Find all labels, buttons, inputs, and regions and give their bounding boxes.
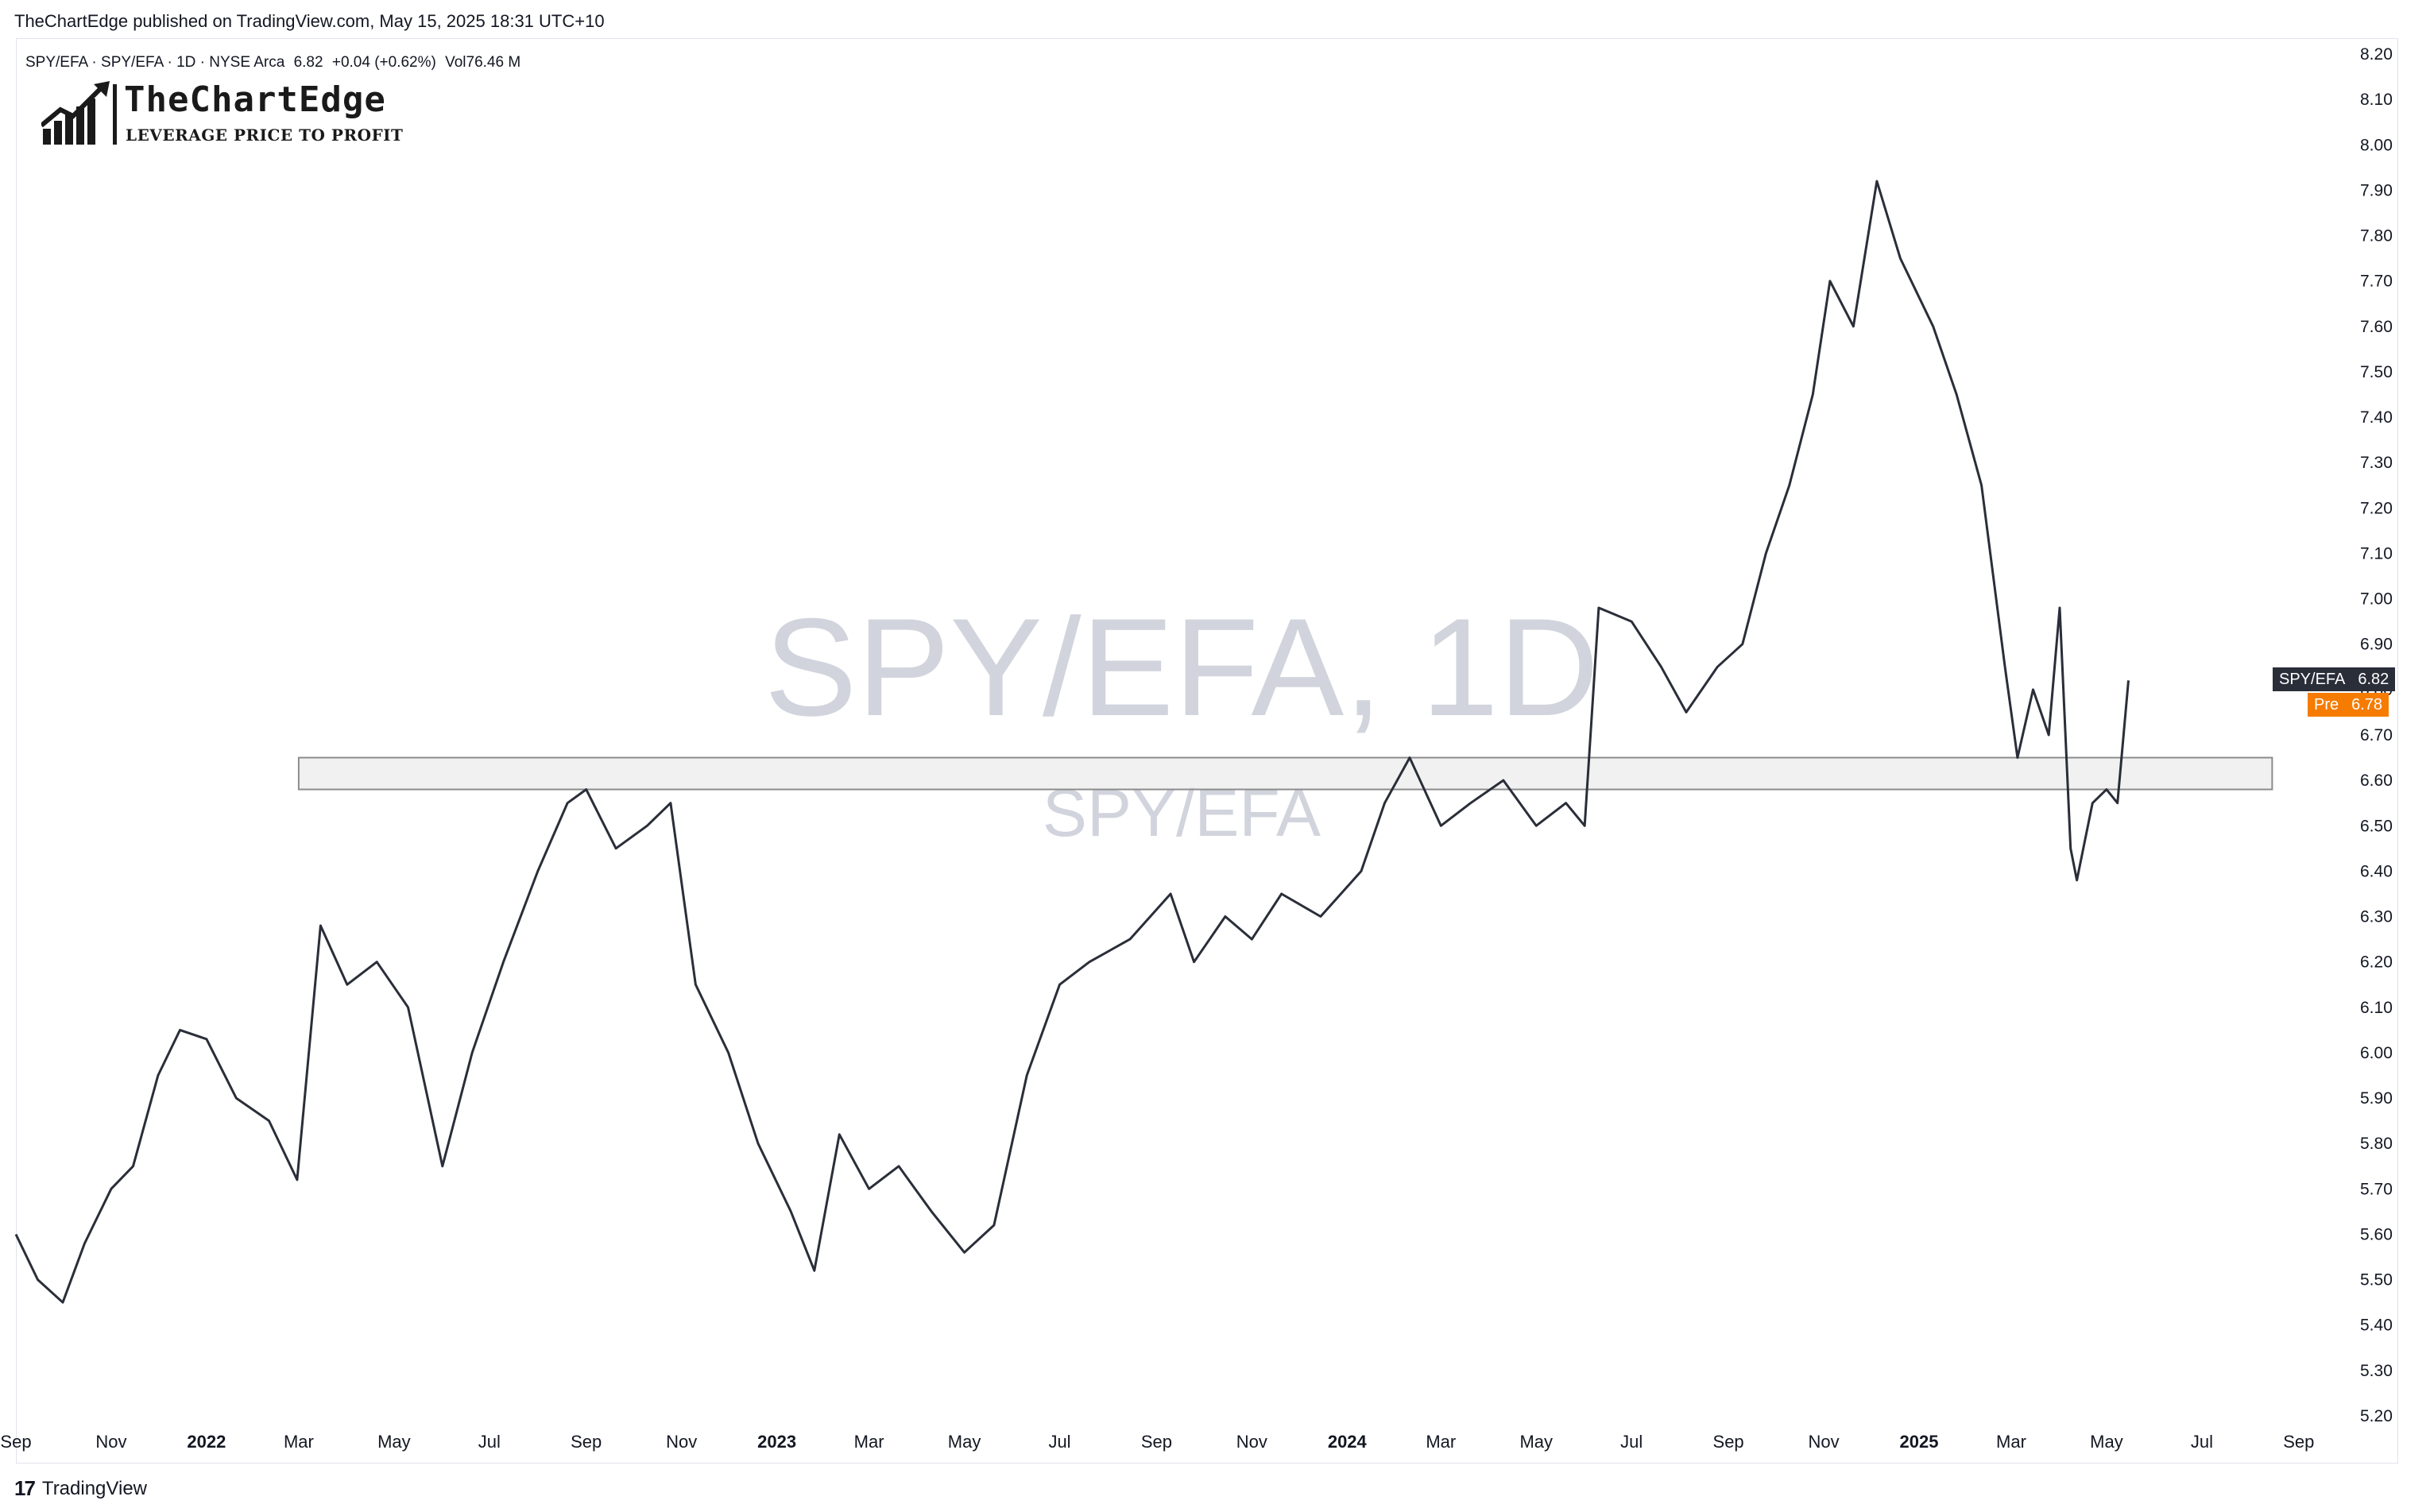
y-tick-label: 5.60	[2360, 1225, 2393, 1243]
x-tick-label: Nov	[95, 1432, 126, 1452]
x-tick-label: Sep	[2283, 1432, 2314, 1452]
y-tick-label: 7.80	[2360, 227, 2393, 246]
legend-volume: Vol76.46 M	[445, 54, 521, 71]
x-tick-label: 2024	[1328, 1432, 1368, 1452]
y-tick-label: 6.60	[2360, 771, 2393, 790]
y-tick-label: 7.90	[2360, 181, 2393, 199]
thechartedge-logo: TheChartEdge LEVERAGE PRICE TO PROFIT	[40, 79, 439, 151]
y-tick-label: 7.40	[2360, 408, 2393, 427]
y-tick-label: 7.60	[2360, 318, 2393, 336]
tradingview-footer[interactable]: 17 TradingView	[14, 1476, 147, 1501]
x-tick-label: Nov	[666, 1432, 697, 1452]
logo-name: TheChartEdge	[124, 79, 386, 120]
y-tick-label: 5.40	[2360, 1317, 2393, 1335]
x-tick-label: 2025	[1900, 1432, 1939, 1452]
y-tick-label: 5.20	[2360, 1407, 2393, 1425]
y-tick-label: 7.20	[2360, 499, 2393, 517]
x-tick-label: 2022	[187, 1432, 226, 1452]
publisher-caption: TheChartEdge published on TradingView.co…	[14, 11, 605, 31]
y-tick-label: 7.10	[2360, 544, 2393, 563]
x-axis[interactable]: Sep Nov 2022 Mar May Jul Sep Nov 2023 Mar May Jul Se…	[0, 1432, 2314, 1452]
y-tick-label: 5.30	[2360, 1362, 2393, 1380]
y-tick-label: 8.10	[2360, 91, 2393, 109]
x-tick-label: Jul	[1048, 1432, 1070, 1452]
y-tick-label: 6.10	[2360, 999, 2393, 1017]
price-series-line	[14, 180, 2130, 1304]
last-price-badge-label: SPY/EFA	[2273, 667, 2352, 691]
y-tick-label: 8.20	[2360, 45, 2393, 64]
x-tick-label: Jul	[1620, 1432, 1643, 1452]
legend-change: +0.04 (+0.62%)	[331, 54, 436, 71]
x-tick-label: Sep	[1713, 1432, 1744, 1452]
resistance-zone[interactable]	[297, 756, 2273, 791]
y-tick-label: 6.20	[2360, 953, 2393, 972]
x-tick-label: May	[948, 1432, 981, 1452]
legend-symbol: SPY/EFA · SPY/EFA · 1D · NYSE Arca	[25, 54, 285, 71]
x-tick-label: Mar	[1996, 1432, 2026, 1452]
y-tick-label: 6.70	[2360, 726, 2393, 744]
y-tick-label: 7.30	[2360, 454, 2393, 472]
y-tick-label: 5.70	[2360, 1180, 2393, 1198]
y-tick-label: 7.50	[2360, 363, 2393, 381]
x-tick-label: Mar	[284, 1432, 314, 1452]
premarket-badge-label: Pre	[2308, 693, 2346, 717]
x-tick-label: Sep	[571, 1432, 602, 1452]
chart-bars-icon	[40, 81, 117, 145]
x-tick-label: Nov	[1808, 1432, 1839, 1452]
y-tick-label: 7.70	[2360, 273, 2393, 291]
y-tick-label: 5.90	[2360, 1089, 2393, 1108]
legend-last: 6.82	[293, 54, 323, 71]
y-axis[interactable]: 5.20 5.30 5.40 5.50 5.60 5.70 5.80 5.90 6.00 6.10…	[2360, 45, 2393, 1425]
premarket-badge: Pre 6.78	[2308, 693, 2389, 717]
y-tick-label: 7.00	[2360, 590, 2393, 609]
x-tick-label: May	[1519, 1432, 1553, 1452]
watermark-layer: SPY/EFA, 1D SPY/EFA	[764, 590, 1599, 850]
y-tick-label: 5.50	[2360, 1271, 2393, 1290]
y-tick-label: 6.50	[2360, 817, 2393, 835]
y-tick-label: 6.00	[2360, 1044, 2393, 1062]
tradingview-brand: TradingView	[41, 1477, 147, 1499]
tradingview-logo-icon: 17	[14, 1476, 36, 1500]
y-tick-label: 6.40	[2360, 862, 2393, 880]
x-tick-label: Nov	[1236, 1432, 1267, 1452]
premarket-badge-value: 6.78	[2345, 693, 2389, 717]
y-tick-label: 6.30	[2360, 908, 2393, 926]
y-tick-label: 8.00	[2360, 136, 2393, 154]
x-tick-label: Sep	[1141, 1432, 1172, 1452]
watermark-main: SPY/EFA, 1D	[764, 590, 1599, 745]
x-tick-label: May	[377, 1432, 411, 1452]
y-tick-label: 6.90	[2360, 636, 2393, 654]
symbol-legend: SPY/EFA · SPY/EFA · 1D · NYSE Arca 6.82 …	[25, 54, 525, 72]
x-tick-label: Mar	[1426, 1432, 1456, 1452]
x-tick-label: Jul	[2191, 1432, 2213, 1452]
x-tick-label: May	[2090, 1432, 2123, 1452]
x-tick-label: Mar	[854, 1432, 884, 1452]
logo-tagline: LEVERAGE PRICE TO PROFIT	[126, 126, 404, 145]
chart-frame[interactable]	[16, 38, 2398, 1464]
last-price-badge-value: 6.82	[2351, 667, 2396, 691]
y-tick-label: 5.80	[2360, 1135, 2393, 1153]
x-tick-label: Sep	[0, 1432, 31, 1452]
x-tick-label: Jul	[478, 1432, 501, 1452]
last-price-badge: SPY/EFA 6.82	[2273, 667, 2396, 691]
x-tick-label: 2023	[757, 1432, 796, 1452]
